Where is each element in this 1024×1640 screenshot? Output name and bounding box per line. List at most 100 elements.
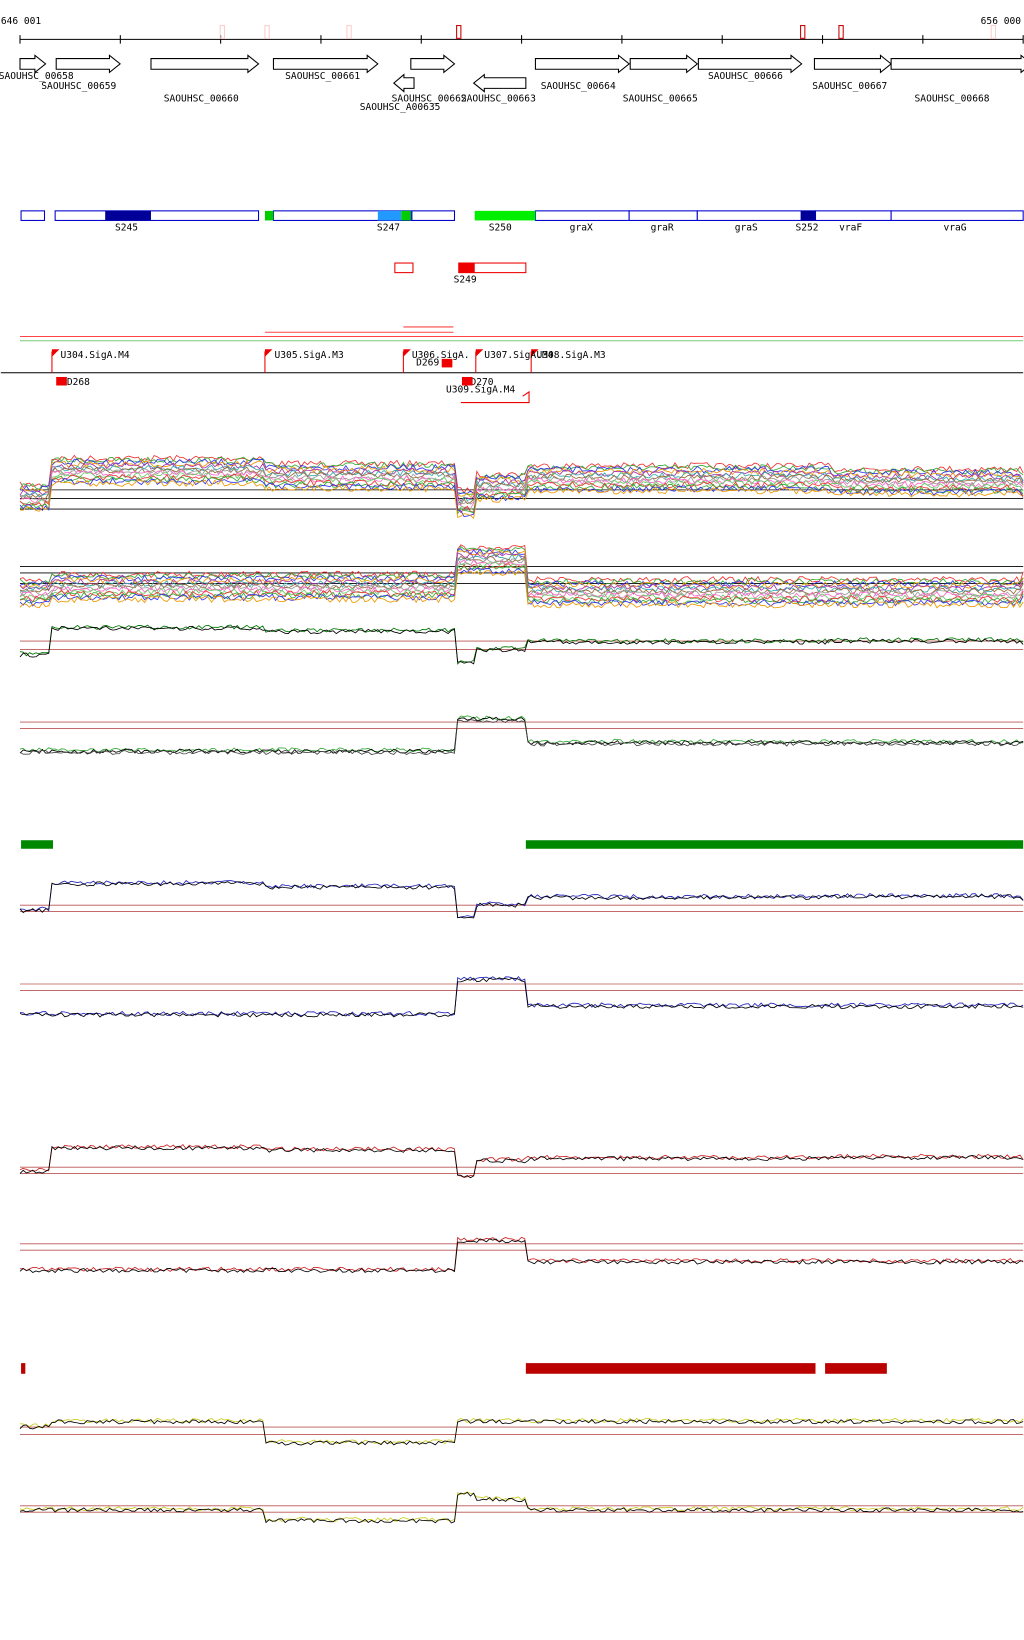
feature-label: S250 xyxy=(489,222,512,233)
track-line xyxy=(19,464,1024,504)
terminator xyxy=(441,358,453,368)
feature-label: graS xyxy=(735,222,758,233)
gene-arrow xyxy=(150,54,260,74)
ruler-marker xyxy=(346,25,352,39)
track-line xyxy=(19,624,1024,665)
promoter-label: U308.SigA.M3 xyxy=(536,350,605,361)
track-line xyxy=(19,548,1024,588)
track-line xyxy=(19,479,1024,520)
promoter-label: D270 xyxy=(470,377,493,388)
track-line xyxy=(19,555,1024,595)
promoter-label: U309.SigA.M4 xyxy=(446,384,515,395)
region-bar xyxy=(21,1363,26,1374)
track-line xyxy=(19,569,1024,609)
promoter-line xyxy=(460,390,530,404)
track-line xyxy=(19,1418,1024,1446)
promoter-flag xyxy=(475,349,484,357)
promoter-label: U307.SigA.M4 xyxy=(484,350,553,361)
feature-box xyxy=(534,210,630,221)
track-line xyxy=(19,462,1024,502)
feature-fill xyxy=(458,263,475,273)
gene-arrow xyxy=(392,73,415,93)
terminator xyxy=(461,376,473,386)
promoter-flag xyxy=(531,349,539,357)
feature-box xyxy=(394,262,414,274)
ruler-marker xyxy=(838,25,844,39)
feature-fill xyxy=(105,210,151,221)
region-bar xyxy=(825,1363,887,1374)
gene-label: SAOUHSC_00661 xyxy=(285,71,360,82)
gene-label: SAOUHSC_00668 xyxy=(915,94,990,105)
track-line xyxy=(19,469,1024,510)
track-line xyxy=(19,553,1024,594)
region-bar xyxy=(525,1363,816,1374)
region-bar xyxy=(525,840,1024,849)
ruler-marker xyxy=(456,25,462,39)
gene-arrow xyxy=(629,54,699,74)
feature-label: S245 xyxy=(115,222,138,233)
promoter-label: U305.SigA.M3 xyxy=(275,350,344,361)
ruler-marker xyxy=(800,25,806,39)
ruler-marker xyxy=(219,25,225,39)
feature-box xyxy=(814,210,892,221)
feature-label: S252 xyxy=(795,222,818,233)
track-line xyxy=(19,880,1024,919)
track-line xyxy=(19,718,1024,756)
gene-label: SAOUHSC_00662 xyxy=(392,94,467,105)
ruler-start: 646 001 xyxy=(1,16,42,27)
track-line xyxy=(19,716,1024,754)
ruler-marker xyxy=(264,25,270,39)
gene-arrow xyxy=(890,54,1024,74)
feature-fill xyxy=(264,210,274,221)
gene-arrow xyxy=(19,54,47,74)
promoter-label: D269 xyxy=(416,358,439,369)
track-line xyxy=(19,975,1024,1017)
feature-box xyxy=(696,210,817,221)
track-line xyxy=(19,1491,1024,1523)
track-line xyxy=(19,475,1024,515)
track-line xyxy=(19,550,1024,590)
track-line xyxy=(19,1238,1024,1274)
gene-label: SAOUHSC_00658 xyxy=(0,71,74,82)
track-line xyxy=(19,557,1024,598)
gene-label: SAOUHSC_00659 xyxy=(41,81,116,92)
feature-box xyxy=(628,210,698,221)
feature-label: S247 xyxy=(377,222,400,233)
feature-fill xyxy=(800,210,816,221)
gene-label: SAOUHSC_00667 xyxy=(812,81,887,92)
track-line xyxy=(19,466,1024,506)
promoter-label: D268 xyxy=(67,377,90,388)
track-line xyxy=(19,625,1024,665)
feature-box xyxy=(411,210,456,221)
promoter-label: U304.SigA.M4 xyxy=(60,350,129,361)
track-line xyxy=(19,468,1024,507)
track-line xyxy=(19,1491,1024,1524)
feature-fill xyxy=(401,210,411,221)
promoter-flag xyxy=(403,349,411,357)
track-line xyxy=(19,1145,1024,1179)
feature-box xyxy=(890,210,1024,221)
feature-label: graX xyxy=(570,222,593,233)
track-line xyxy=(19,715,1024,753)
gene-arrow xyxy=(472,73,527,93)
feature-fill xyxy=(474,210,536,221)
promoter-flag xyxy=(264,349,273,357)
promoter-flag xyxy=(51,349,60,357)
feature-label: vraG xyxy=(943,222,966,233)
gene-label: SAOUHSC_A00635 xyxy=(360,102,441,113)
feature-label: vraF xyxy=(839,222,862,233)
gene-label: SAOUHSC_00664 xyxy=(541,81,616,92)
ruler-end: 656 000 xyxy=(981,16,1022,27)
gene-arrow xyxy=(813,54,892,74)
feature-fill xyxy=(377,210,402,221)
gene-arrow xyxy=(697,54,803,74)
track-line xyxy=(19,977,1024,1018)
feature-label: graR xyxy=(651,222,674,233)
track-line xyxy=(19,472,1024,512)
track-line xyxy=(19,545,1024,586)
gene-label: SAOUHSC_00663 xyxy=(461,94,536,105)
terminator xyxy=(56,376,67,386)
feature-box xyxy=(20,210,46,221)
gene-arrow xyxy=(410,54,456,74)
